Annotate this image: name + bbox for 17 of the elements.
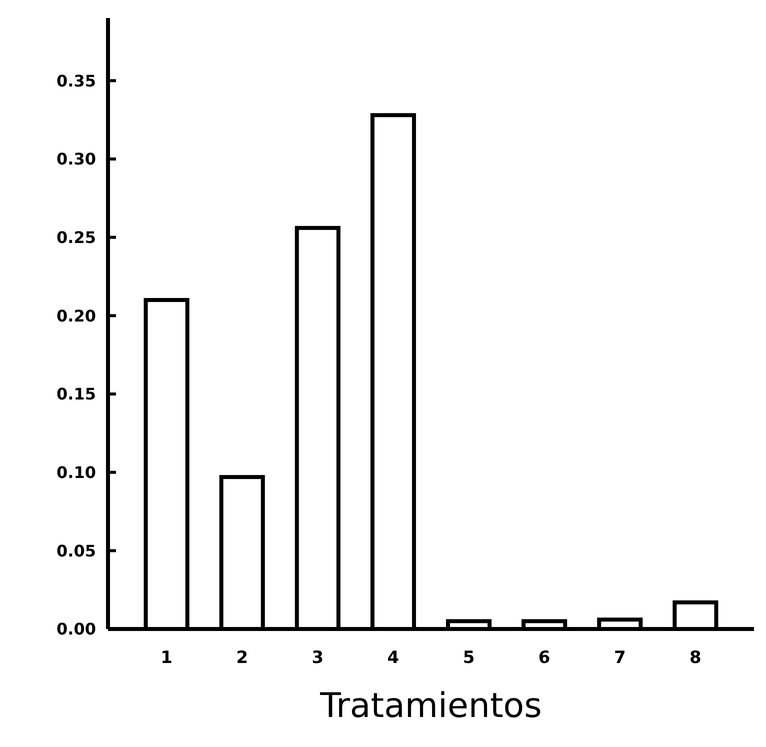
x-tick-label: 5 — [462, 648, 475, 668]
x-tick-label: 8 — [690, 648, 702, 668]
y-tick-label: 0.10 — [56, 462, 96, 482]
x-tick-label: 3 — [312, 648, 324, 668]
x-tick-label: 7 — [614, 648, 626, 668]
y-tick-label: 0.15 — [56, 384, 96, 404]
y-tick-label: 0.25 — [56, 228, 96, 247]
y-tick-label: 0.30 — [56, 150, 96, 169]
y-tick-label: 0.00 — [56, 620, 96, 639]
y-tick-label: 0.35 — [56, 71, 96, 90]
x-tick-label: 1 — [160, 648, 172, 668]
y-tick-label: 0.05 — [56, 541, 96, 560]
y-tick-label: 0.20 — [56, 306, 96, 326]
x-axis-title: Tratamientos — [319, 686, 542, 726]
x-tick-label: 6 — [538, 648, 550, 668]
x-tick-label: 2 — [236, 648, 248, 668]
x-tick-label: 4 — [387, 648, 400, 668]
